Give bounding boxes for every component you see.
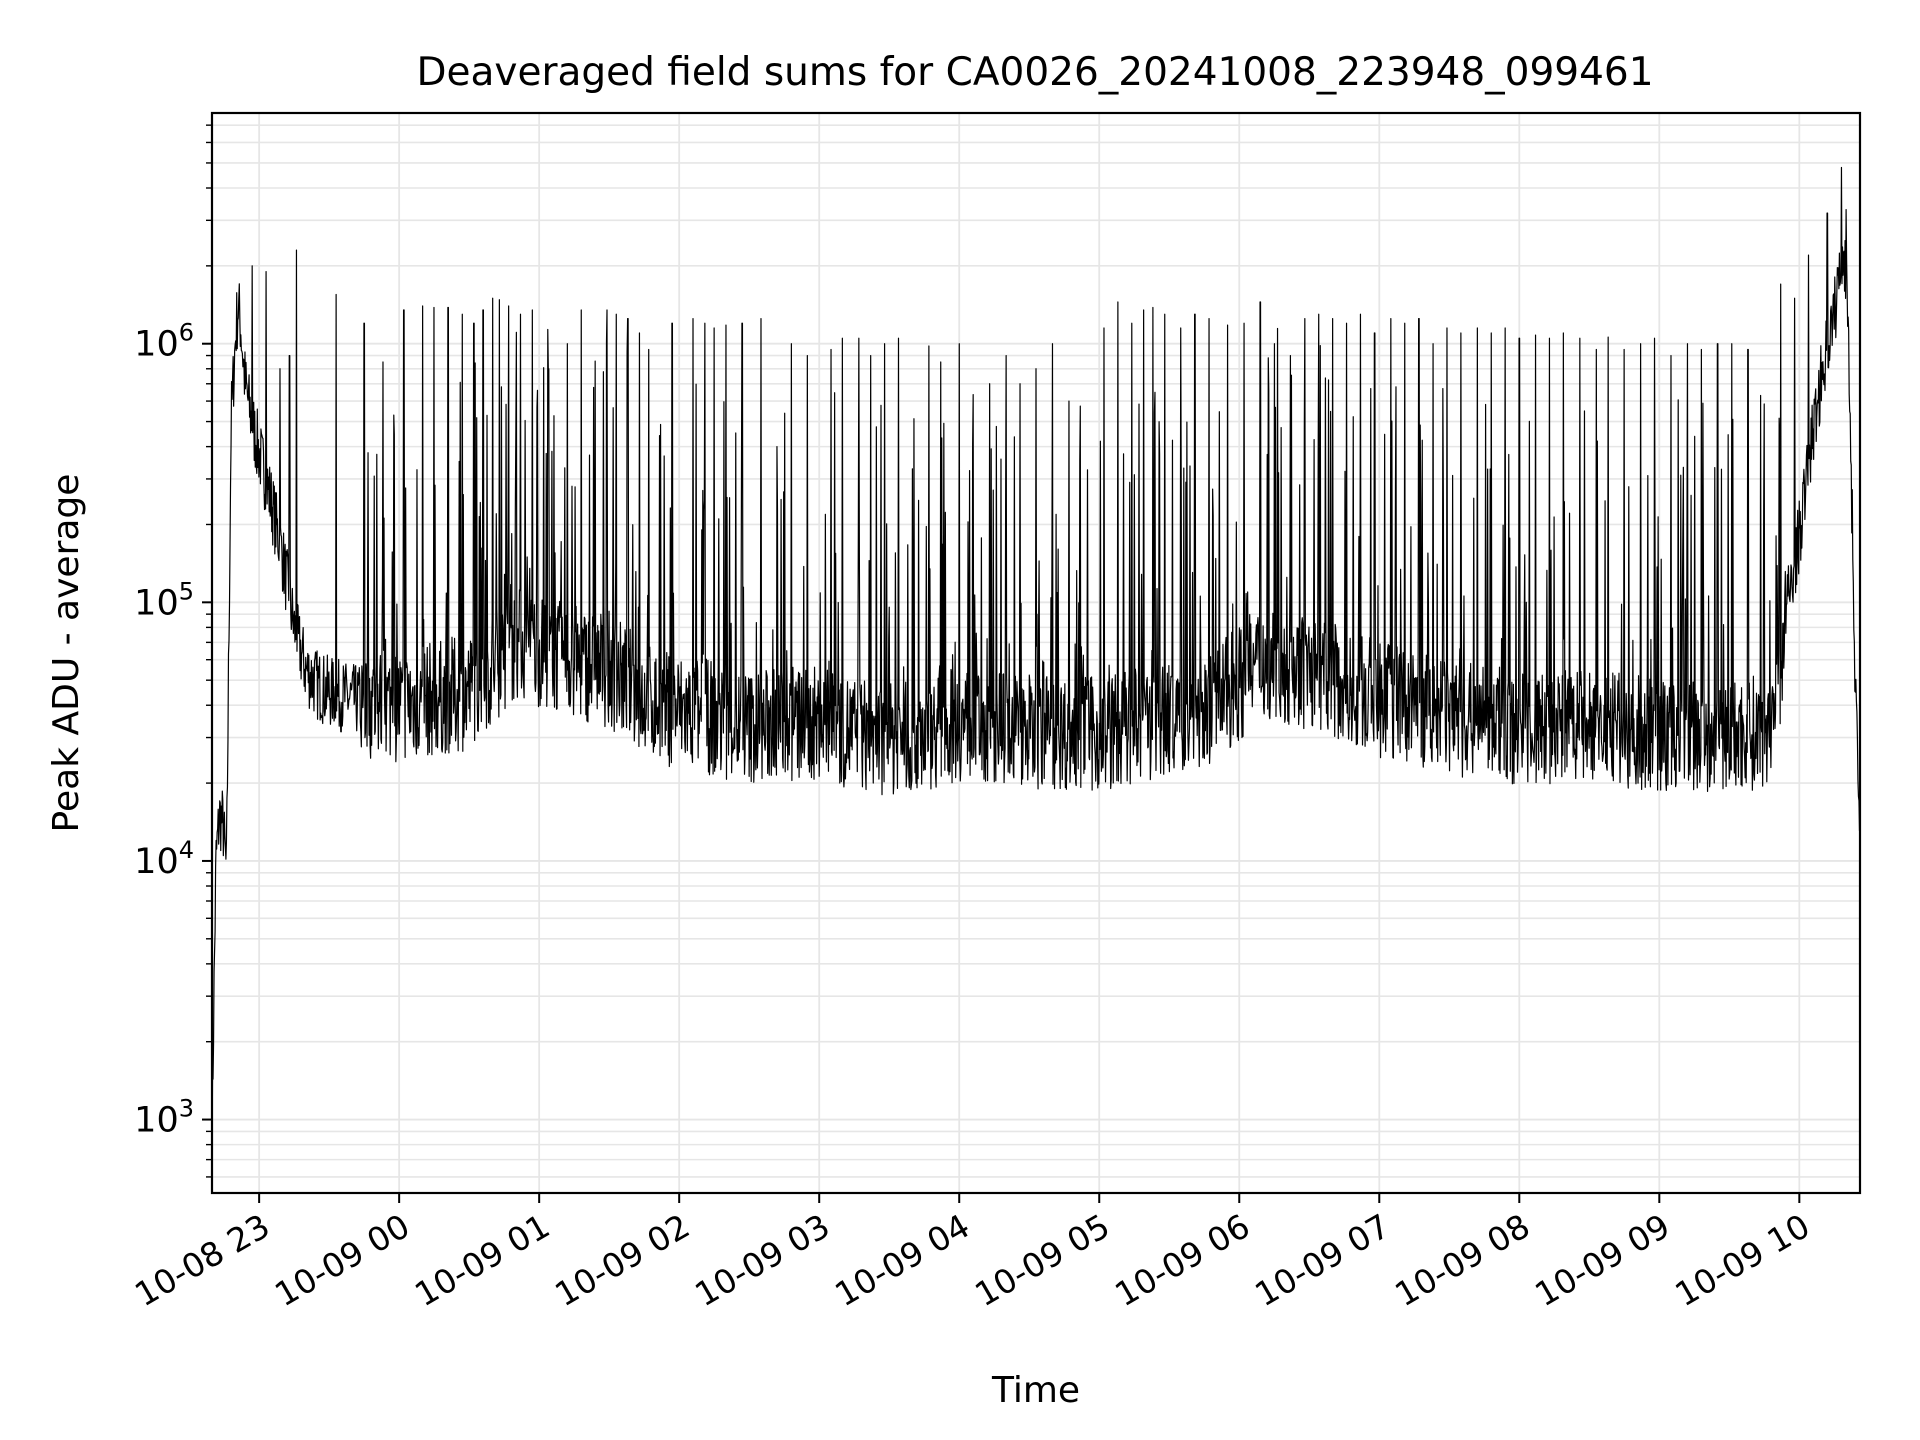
y-axis-ticks: 103 104 105 106 xyxy=(134,124,212,1178)
plot-frame xyxy=(210,111,1862,1195)
series-group xyxy=(211,166,1861,1181)
y-axis-label: Peak ADU - average xyxy=(46,474,87,833)
y-tick-label: 103 xyxy=(134,1095,194,1141)
x-axis-label: Time xyxy=(991,1370,1080,1411)
series-line xyxy=(211,166,1861,1181)
y-tick-label: 104 xyxy=(134,836,194,882)
y-tick-label: 105 xyxy=(134,577,194,623)
chart-title: Deaveraged field sums for CA0026_2024100… xyxy=(416,50,1653,95)
y-tick-label: 106 xyxy=(134,319,194,365)
